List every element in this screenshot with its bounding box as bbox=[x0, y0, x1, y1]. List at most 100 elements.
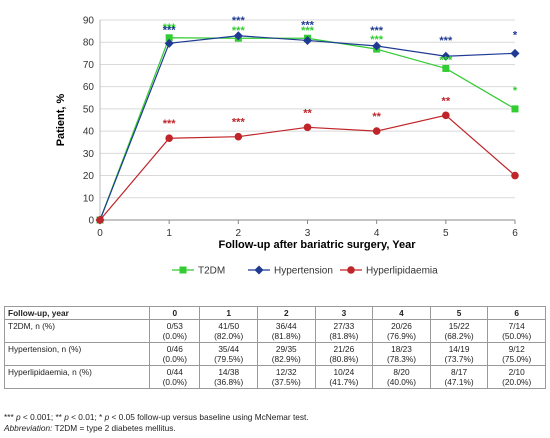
footnote-text: < 0.01; * bbox=[68, 412, 105, 422]
annotation-t2dm: *** bbox=[301, 25, 315, 37]
cell-percent: (37.5%) bbox=[271, 377, 301, 387]
footnote-text: < 0.001; ** bbox=[20, 412, 65, 422]
table-cell: 10/24 (41.7%) bbox=[314, 365, 374, 389]
cell-percent: (40.0%) bbox=[386, 377, 417, 387]
table-header-row: Follow-up, year 0 1 2 3 4 5 6 bbox=[3, 306, 546, 320]
table-cell: 9/12 (75.0%) bbox=[487, 342, 546, 366]
table-header-year: 4 bbox=[372, 306, 431, 320]
table-row: Hyperlipidaemia, n (%) 0/44 (0.0%) 14/38(… bbox=[3, 365, 546, 389]
data-table: Follow-up, year 0 1 2 3 4 5 6 T2DM, n (%… bbox=[3, 306, 546, 389]
footnote-stars: *** bbox=[4, 412, 14, 422]
cell-percent: (78.3%) bbox=[386, 354, 417, 364]
annotation-hyperlipidaemia: ** bbox=[372, 111, 381, 123]
footnote-p: p bbox=[64, 412, 69, 422]
cell-count: 41/50 bbox=[218, 321, 240, 331]
cell-count: 14/19 bbox=[448, 344, 470, 354]
cell-count: 9/12 bbox=[508, 344, 525, 354]
data-point-t2dm bbox=[165, 34, 173, 42]
cell-percent: (82.0%) bbox=[214, 331, 244, 341]
table-cell: 8/17 (47.1%) bbox=[429, 365, 489, 389]
y-tick-label: 80 bbox=[83, 38, 95, 49]
table-cell: 14/19 (73.7%) bbox=[429, 342, 489, 366]
annotation-hyperlipidaemia: *** bbox=[232, 117, 246, 129]
cell-percent: (81.8%) bbox=[271, 331, 301, 341]
data-point-t2dm bbox=[442, 64, 450, 72]
cell-percent: (80.8%) bbox=[329, 354, 359, 364]
cell-percent: (75.0%) bbox=[502, 354, 532, 364]
cell-percent: (20.0%) bbox=[502, 377, 532, 387]
footnote-p: p bbox=[104, 412, 110, 422]
annotation-hypertension: *** bbox=[232, 15, 246, 27]
annotation-hypertension: *** bbox=[439, 35, 453, 47]
data-point-hypertension bbox=[164, 38, 174, 48]
annotation-hypertension: * bbox=[513, 29, 518, 41]
table-header-year: 3 bbox=[314, 306, 374, 320]
cell-percent: (76.9%) bbox=[386, 331, 417, 341]
cell-percent: (82.9%) bbox=[271, 354, 301, 364]
cell-percent: (81.8%) bbox=[329, 331, 359, 341]
data-point-hypertension bbox=[441, 51, 451, 61]
table-cell: 27/33 (81.8%) bbox=[314, 319, 374, 343]
table-cell: 41/50 (82.0%) bbox=[199, 319, 258, 343]
footnote-significance: *** p < 0.001; ** p < 0.01; * p < 0.05 f… bbox=[4, 412, 309, 422]
table-row-label: Hyperlipidaemia, n (%) bbox=[3, 365, 151, 389]
table-row: T2DM, n (%) 0/53 (0.0%) 41/50 (82.0%) 36/4… bbox=[3, 319, 546, 343]
chart-series bbox=[95, 31, 520, 225]
annotation-t2dm: *** bbox=[439, 54, 453, 66]
cell-count: 14/38 bbox=[218, 367, 240, 377]
legend-label-hyperlipidaemia: Hyperlipidaemia bbox=[366, 266, 438, 277]
table-header-year: 5 bbox=[429, 306, 489, 320]
y-tick-label: 20 bbox=[83, 171, 95, 182]
data-point-hypertension bbox=[233, 31, 243, 41]
cell-count: 21/26 bbox=[333, 344, 355, 354]
chart-legend: T2DM Hypertension Hyperlipidaemia bbox=[172, 265, 438, 277]
y-tick-labels: 0 10 20 30 40 50 60 70 80 90 bbox=[83, 16, 95, 227]
cell-count: 8/20 bbox=[393, 367, 410, 377]
table-cell: 2/10 (20.0%) bbox=[487, 365, 546, 389]
y-tick-label: 50 bbox=[83, 104, 95, 115]
cell-count: 10/24 bbox=[333, 367, 355, 377]
cell-percent: (50.0%) bbox=[502, 331, 532, 341]
data-point-hyperlipidaemia bbox=[303, 123, 312, 132]
cell-count: 8/17 bbox=[451, 367, 468, 377]
legend-marker-t2dm bbox=[179, 266, 187, 274]
annotation-hyperlipidaemia: ** bbox=[303, 107, 312, 119]
x-tick-labels: 0 1 2 3 4 5 6 bbox=[97, 228, 518, 239]
table-header-year: 6 bbox=[487, 306, 546, 320]
cell-percent: (47.1%) bbox=[444, 377, 474, 387]
cell-count: 7/14 bbox=[508, 321, 525, 331]
y-tick-label: 0 bbox=[88, 216, 94, 227]
data-point-hyperlipidaemia bbox=[372, 127, 381, 135]
y-tick-label: 70 bbox=[83, 60, 95, 71]
table-cell: 18/23 (78.3%) bbox=[372, 342, 431, 366]
cell-count: 29/35 bbox=[275, 344, 297, 354]
annotation-hypertension: *** bbox=[301, 19, 315, 31]
cell-count: 2/10 bbox=[508, 367, 525, 377]
data-point-hypertension bbox=[303, 35, 312, 45]
x-tick-label: 5 bbox=[443, 228, 449, 239]
legend-marker-hypertension bbox=[254, 265, 264, 275]
data-point-hypertension bbox=[372, 41, 382, 51]
cell-percent: (0.0%) bbox=[162, 331, 188, 341]
table-row-label: T2DM, n (%) bbox=[3, 319, 151, 343]
footnote-abbr-text: T2DM = type 2 diabetes mellitus. bbox=[52, 423, 176, 433]
x-tick-label: 4 bbox=[374, 228, 380, 239]
chart-gridlines bbox=[100, 19, 515, 199]
table-cell: 35/44 (79.5%) bbox=[199, 342, 258, 366]
cell-count: 0/44 bbox=[166, 367, 183, 377]
cell-percent: (68.2%) bbox=[444, 331, 474, 341]
table-cell: 0/46 (0.0%) bbox=[149, 342, 201, 366]
data-point-hyperlipidaemia bbox=[511, 171, 519, 180]
cell-count: 18/23 bbox=[391, 344, 412, 354]
cell-count: 0/53 bbox=[166, 321, 183, 331]
table-row-label: Hypertension, n (%) bbox=[3, 342, 151, 366]
table-cell: 0/44 (0.0%) bbox=[149, 365, 201, 389]
legend-marker-hyperlipidaemia bbox=[347, 266, 355, 274]
annotation-hypertension: *** bbox=[370, 25, 384, 37]
annotation-hyperlipidaemia: ** bbox=[442, 95, 451, 107]
table-cell: 14/38 (36.8%) bbox=[199, 365, 258, 389]
table-row: Hypertension, n (%) 0/46 (0.0%) 35/44 (79.… bbox=[3, 342, 546, 366]
annotation-t2dm: *** bbox=[232, 25, 246, 37]
cell-percent: (79.5%) bbox=[214, 354, 244, 364]
significance-annotations: *** *** **************** *** ****** **** *****… bbox=[163, 15, 518, 130]
